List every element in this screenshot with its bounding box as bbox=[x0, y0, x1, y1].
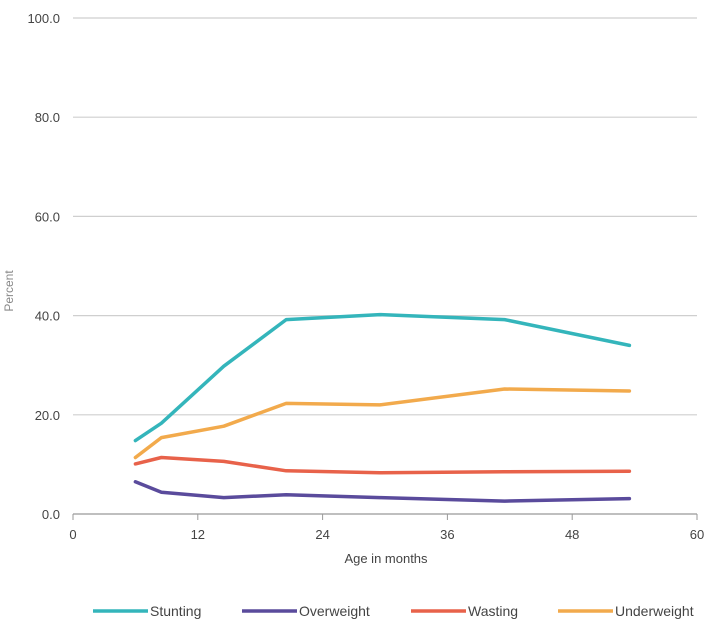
series-lines bbox=[133, 312, 632, 503]
y-tick-label: 20.0 bbox=[35, 408, 60, 423]
y-tick-label: 80.0 bbox=[35, 110, 60, 125]
x-tick-label: 24 bbox=[315, 527, 329, 542]
y-tick-label: 100.0 bbox=[27, 11, 60, 26]
legend-label-underweight: Underweight bbox=[615, 603, 694, 619]
legend-label-stunting: Stunting bbox=[150, 603, 201, 619]
x-tick-label: 36 bbox=[440, 527, 454, 542]
y-tick-label: 60.0 bbox=[35, 209, 60, 224]
y-tick-label: 40.0 bbox=[35, 309, 60, 324]
legend: Stunting Overweight Wasting Underweight bbox=[93, 603, 694, 619]
x-tick-label: 0 bbox=[69, 527, 76, 542]
legend-label-wasting: Wasting bbox=[468, 603, 518, 619]
y-axis-ticks: 0.0 20.0 40.0 60.0 80.0 100.0 bbox=[27, 11, 60, 522]
gridlines bbox=[73, 17, 697, 515]
series-line-overweight bbox=[133, 480, 632, 503]
x-tick-label: 12 bbox=[191, 527, 205, 542]
x-axis-label: Age in months bbox=[344, 551, 428, 566]
x-tick-label: 60 bbox=[690, 527, 704, 542]
x-axis-ticks: 0 12 24 36 48 60 bbox=[69, 514, 704, 542]
x-tick-label: 48 bbox=[565, 527, 579, 542]
legend-label-overweight: Overweight bbox=[299, 603, 370, 619]
y-axis-label: Percent bbox=[2, 270, 16, 312]
series-line-stunting bbox=[133, 312, 632, 443]
series-line-underweight bbox=[133, 387, 632, 460]
y-tick-label: 0.0 bbox=[42, 507, 60, 522]
series-line-wasting bbox=[133, 455, 632, 475]
